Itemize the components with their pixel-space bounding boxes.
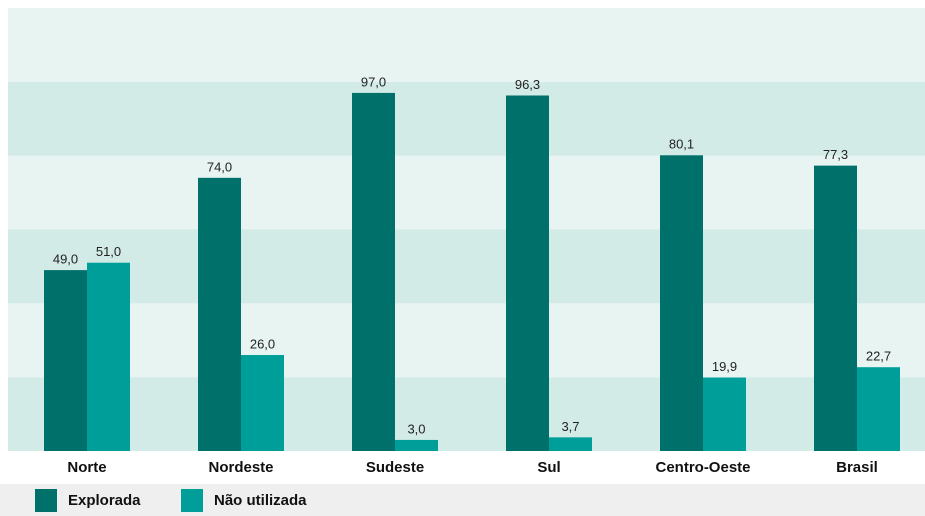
x-tick-label: Nordeste bbox=[208, 459, 273, 476]
value-label: 74,0 bbox=[207, 159, 232, 174]
bar bbox=[241, 355, 284, 451]
x-tick-label: Brasil bbox=[836, 459, 878, 476]
legend-bar bbox=[0, 484, 925, 516]
bar bbox=[87, 262, 130, 451]
legend-label: Não utilizada bbox=[214, 492, 307, 509]
value-label: 3,0 bbox=[407, 421, 425, 436]
bar bbox=[506, 95, 549, 452]
grid-band bbox=[8, 377, 925, 451]
x-tick-label: Norte bbox=[67, 459, 106, 476]
value-label: 77,3 bbox=[823, 147, 848, 162]
value-label: 19,9 bbox=[712, 359, 737, 374]
value-label: 97,0 bbox=[361, 74, 386, 89]
value-label: 3,7 bbox=[561, 419, 579, 434]
bar bbox=[814, 165, 857, 452]
bar bbox=[198, 177, 241, 452]
x-tick-label: Centro-Oeste bbox=[655, 459, 750, 476]
grid-band bbox=[8, 8, 925, 82]
value-label: 49,0 bbox=[53, 252, 78, 267]
bar bbox=[549, 437, 592, 451]
x-tick-label: Sudeste bbox=[366, 459, 424, 476]
grid-band bbox=[8, 81, 925, 156]
value-label: 26,0 bbox=[250, 336, 275, 351]
value-label: 51,0 bbox=[96, 244, 121, 259]
grid-band bbox=[8, 303, 925, 378]
grid-band bbox=[8, 155, 925, 230]
value-label: 80,1 bbox=[669, 137, 694, 152]
value-label: 96,3 bbox=[515, 77, 540, 92]
grid-band bbox=[8, 229, 925, 304]
bar bbox=[352, 92, 395, 452]
bar bbox=[44, 270, 87, 451]
bar bbox=[857, 367, 900, 451]
legend-label: Explorada bbox=[68, 492, 141, 509]
value-label: 22,7 bbox=[866, 349, 891, 364]
legend-swatch bbox=[181, 489, 203, 512]
legend-swatch bbox=[35, 489, 57, 512]
x-tick-label: Sul bbox=[537, 459, 560, 476]
bar bbox=[395, 439, 438, 451]
bar bbox=[703, 377, 746, 451]
bar bbox=[660, 155, 703, 452]
